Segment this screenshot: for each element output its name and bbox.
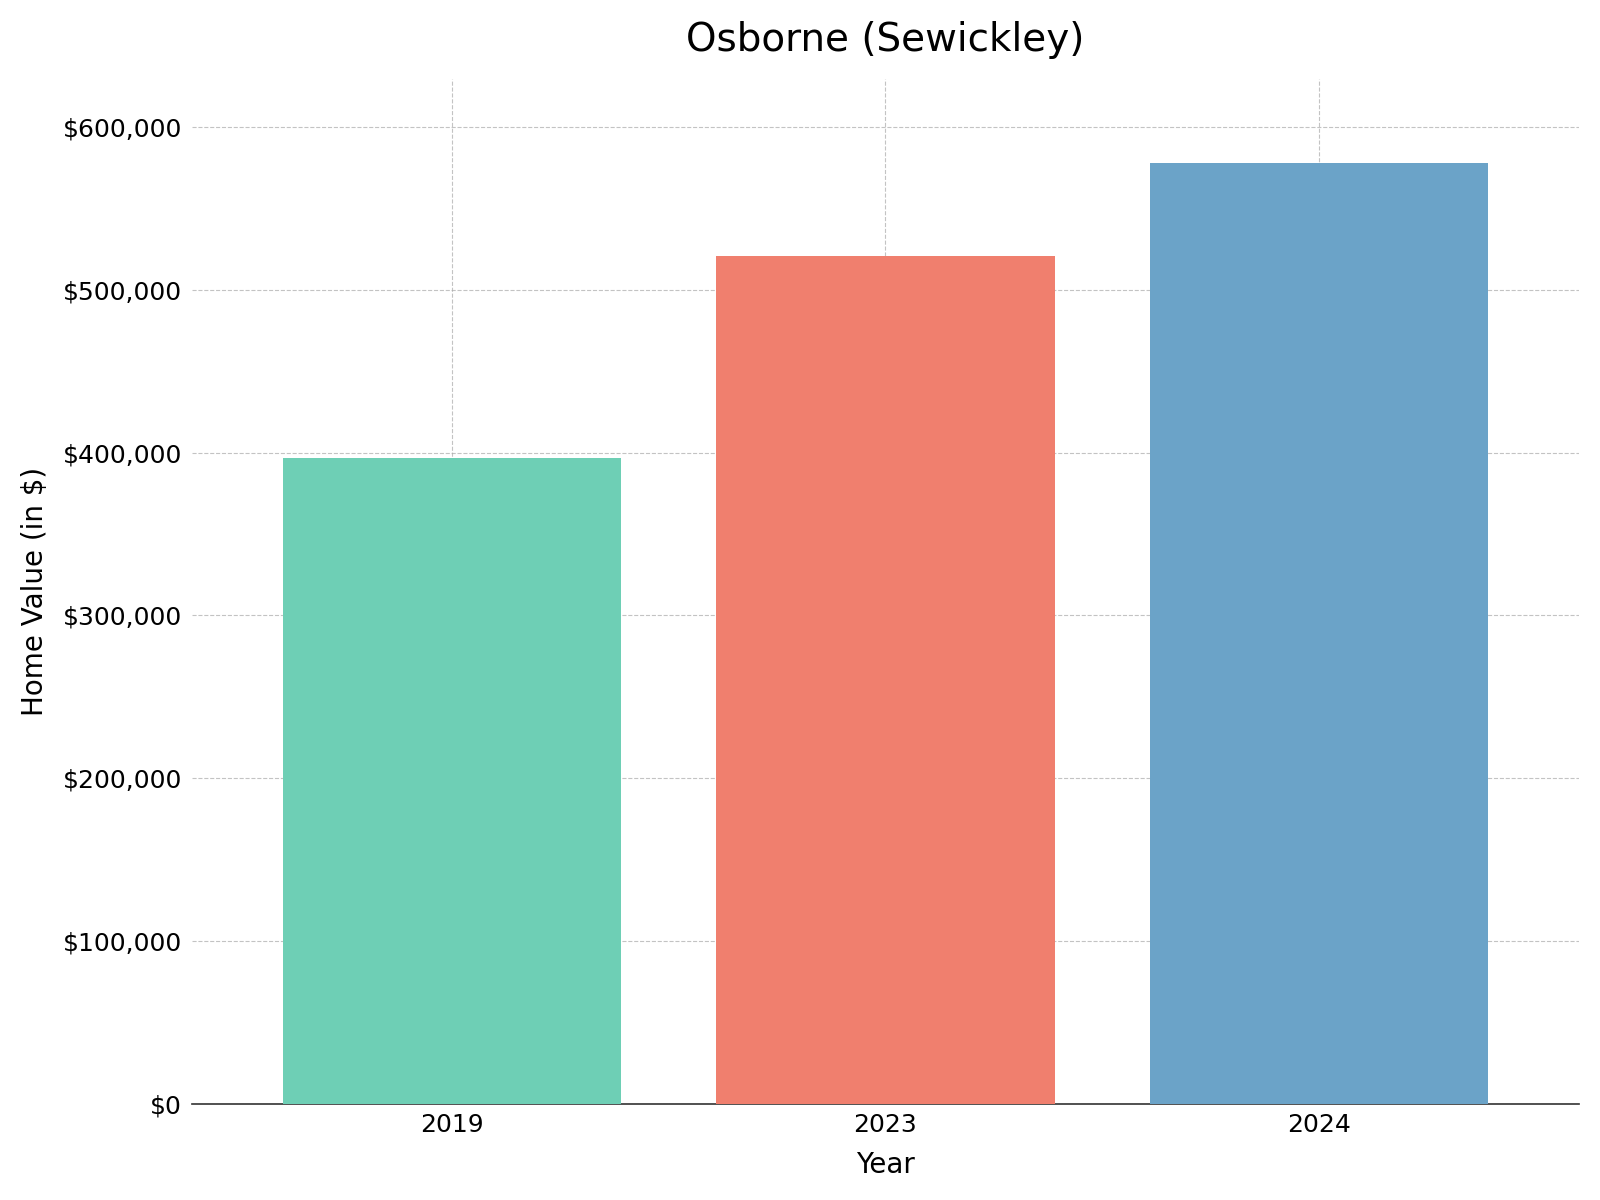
Bar (283, 457, 621, 1104)
Title: Osborne (Sewickley): Osborne (Sewickley) (686, 20, 1085, 59)
X-axis label: Year: Year (856, 1151, 915, 1180)
Bar (717, 256, 1054, 1104)
Y-axis label: Home Value (in $): Home Value (in $) (21, 467, 50, 715)
Bar (1150, 163, 1488, 1104)
